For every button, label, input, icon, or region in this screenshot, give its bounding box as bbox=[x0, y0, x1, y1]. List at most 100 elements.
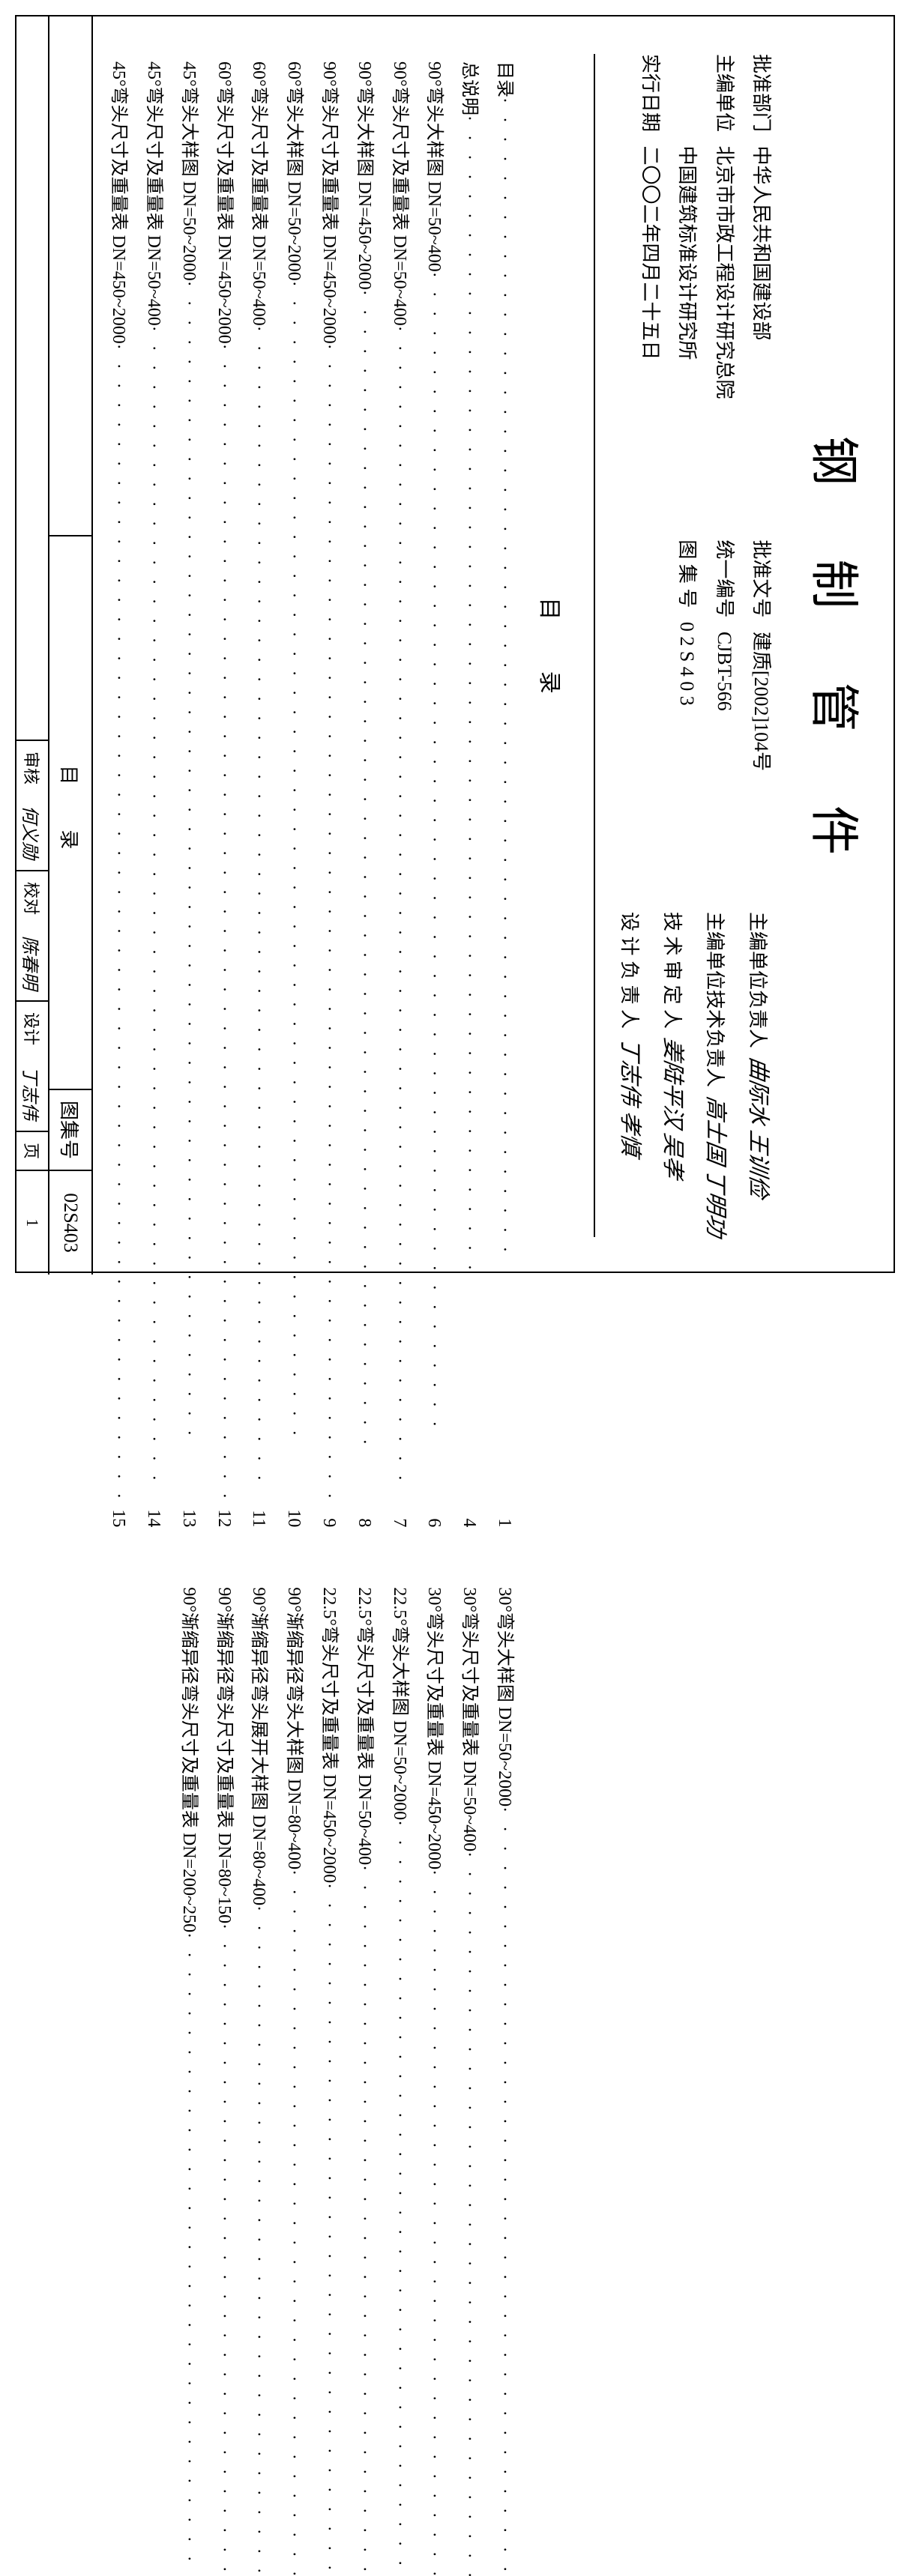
toc-entry-label: 90°渐缩异径弯头展开大样图 DN=80~400 bbox=[241, 1587, 277, 1905]
atlas-no-label: 图 集 号 bbox=[669, 539, 705, 608]
toc-entry-label: 45°弯头尺寸及重量表 DN=50~400 bbox=[136, 61, 171, 326]
toc-entry-label: 22.5°弯头大样图 DN=50~2000 bbox=[382, 1587, 417, 1820]
toc-entry-label: 45°弯头尺寸及重量表 DN=450~2000 bbox=[100, 61, 136, 344]
chief-org-leader-label: 主编单位负责人 bbox=[739, 912, 776, 1048]
toc-leader-dots: · · · · · · · · · · · · · · · · · · · · … bbox=[136, 326, 171, 1504]
toc-entry-page: 15 bbox=[100, 1503, 136, 1527]
approval-no-value: 建质[2002]104号 bbox=[743, 632, 780, 771]
toc-entry-label: 60°弯头尺寸及重量表 DN=450~2000 bbox=[206, 61, 241, 344]
main-org-label: 主编单位 bbox=[705, 54, 742, 132]
toc-line: 60°弯头尺寸及重量表 DN=450~2000· · · · · · · · ·… bbox=[206, 61, 241, 1527]
toc-line: 60°弯头尺寸及重量表 DN=50~400· · · · · · · · · ·… bbox=[241, 61, 277, 1527]
toc-entry-label: 总说明 bbox=[451, 61, 486, 115]
toc-entry-page: 6 bbox=[417, 1512, 452, 1527]
toc-leader-dots: · · · · · · · · · · · · · · · · · · · · … bbox=[486, 97, 522, 1512]
toc-leader-dots: · · · · · · · · · · · · · · · · · · · · … bbox=[346, 290, 382, 1513]
toc-leader-dots: · · · · · · · · · · · · · · · · · · · · … bbox=[206, 344, 241, 1504]
toc-entry-page: 12 bbox=[206, 1503, 241, 1527]
toc-leader-dots: · · · · · · · · · · · · · · · · · · · · … bbox=[206, 1923, 241, 2576]
toc-leader-dots: · · · · · · · · · · · · · · · · · · · · … bbox=[171, 1932, 206, 2576]
toc-entry-page: 9 bbox=[311, 1512, 346, 1527]
toc-leader-dots: · · · · · · · · · · · · · · · · · · · · … bbox=[276, 281, 311, 1504]
footer-shenhe-signature: 何义勋 bbox=[16, 795, 48, 870]
footer-row-2: 审核 何义勋 校对 陈春明 设计 丁志伟 页 1 bbox=[16, 16, 49, 1275]
header-divider bbox=[594, 54, 595, 1237]
toc-entry-label: 90°弯头尺寸及重量表 DN=50~400 bbox=[382, 61, 417, 326]
toc-entry-label: 60°弯头大样图 DN=50~2000 bbox=[276, 61, 311, 281]
toc-line: 目录· · · · · · · · · · · · · · · · · · · … bbox=[486, 61, 522, 1527]
toc-leader-dots: · · · · · · · · · · · · · · · · · · · · … bbox=[417, 272, 452, 1513]
unified-no-value: CJBT-566 bbox=[705, 632, 742, 711]
page-border: 钢 制 管 件 批准部门 中华人民共和国建设部 主编单位 北京市市政工程设计研究… bbox=[15, 15, 895, 1273]
toc-line: 22.5°弯头大样图 DN=50~2000· · · · · · · · · ·… bbox=[382, 1587, 417, 2576]
toc-line: 90°弯头大样图 DN=450~2000· · · · · · · · · · … bbox=[346, 61, 382, 1527]
footer-shenhe-label: 审核 bbox=[16, 740, 48, 795]
unified-no-label: 统一编号 bbox=[705, 539, 742, 617]
approve-dept-value: 中华人民共和国建设部 bbox=[743, 146, 780, 341]
toc-entry-label: 目录 bbox=[486, 61, 522, 97]
toc-entry-label: 22.5°弯头尺寸及重量表 DN=50~400 bbox=[346, 1587, 382, 1865]
tech-reviewer-signature: 姜陆平汉 吴孝 bbox=[651, 1035, 694, 1182]
toc-entry-page: 14 bbox=[136, 1503, 171, 1527]
toc-leader-dots: · · · · · · · · · · · · · · · · · · · · … bbox=[451, 115, 486, 1512]
toc-leader-dots: · · · · · · · · · · · · · · · · · · · · … bbox=[311, 344, 346, 1513]
main-org-value-1: 北京市市政工程设计研究总院 bbox=[705, 146, 742, 399]
toc-line: 90°渐缩异径弯头展开大样图 DN=80~400· · · · · · · · … bbox=[241, 1587, 277, 2576]
toc-line: 45°弯头尺寸及重量表 DN=50~400· · · · · · · · · ·… bbox=[136, 61, 171, 1527]
toc-entry-label: 45°弯头大样图 DN=50~2000 bbox=[171, 61, 206, 281]
header-block: 钢 制 管 件 批准部门 中华人民共和国建设部 主编单位 北京市市政工程设计研究… bbox=[586, 16, 897, 1275]
toc-line: 30°弯头大样图 DN=50~2000· · · · · · · · · · ·… bbox=[486, 1587, 522, 2576]
footer-spacer-2 bbox=[16, 16, 48, 740]
tech-reviewer-label: 技 术 审 定 人 bbox=[654, 912, 690, 1029]
document-title: 钢 制 管 件 bbox=[802, 54, 874, 1237]
footer-row-1: 目录 图集号 02S403 bbox=[49, 16, 91, 1275]
toc-line: 45°弯头尺寸及重量表 DN=450~2000· · · · · · · · ·… bbox=[100, 61, 136, 1527]
toc-line: 90°弯头尺寸及重量表 DN=50~400· · · · · · · · · ·… bbox=[382, 61, 417, 1527]
toc-entry-label: 30°弯头尺寸及重量表 DN=50~400 bbox=[451, 1587, 486, 1851]
toc-line: 90°渐缩异径弯头尺寸及重量表 DN=200~250· · · · · · · … bbox=[171, 1587, 206, 2576]
toc-column-left: 目录· · · · · · · · · · · · · · · · · · · … bbox=[100, 61, 522, 1527]
toc-entry-page: 8 bbox=[346, 1512, 382, 1527]
toc-entry-page: 13 bbox=[171, 1503, 206, 1527]
toc-columns: 目录· · · · · · · · · · · · · · · · · · · … bbox=[100, 61, 522, 1230]
toc-entry-page: 4 bbox=[451, 1512, 486, 1527]
toc-leader-dots: · · · · · · · · · · · · · · · · · · · · … bbox=[311, 1883, 346, 2576]
toc-leader-dots: · · · · · · · · · · · · · · · · · · · · … bbox=[171, 281, 206, 1504]
main-org-value-2: 中国建筑标准设计研究所 bbox=[669, 146, 705, 360]
toc-entry-label: 60°弯头尺寸及重量表 DN=50~400 bbox=[241, 61, 277, 326]
toc-line: 30°弯头尺寸及重量表 DN=50~400· · · · · · · · · ·… bbox=[451, 1587, 486, 2576]
toc-leader-dots: · · · · · · · · · · · · · · · · · · · · … bbox=[417, 1869, 452, 2576]
footer-mulu: 目录 bbox=[49, 535, 91, 1089]
toc-entry-page: 1 bbox=[486, 1512, 522, 1527]
toc-leader-dots: · · · · · · · · · · · · · · · · · · · · … bbox=[382, 1820, 417, 2576]
effective-date-label: 实行日期 bbox=[631, 54, 668, 132]
design-leader-signature: 丁志伟 孝慎 bbox=[609, 1035, 651, 1159]
toc-line: 90°弯头尺寸及重量表 DN=450~2000· · · · · · · · ·… bbox=[311, 61, 346, 1527]
toc-entry-label: 90°渐缩异径弯头尺寸及重量表 DN=200~250 bbox=[171, 1587, 206, 1932]
footer-jiaodui-signature: 陈春明 bbox=[16, 925, 48, 1000]
toc-leader-dots: · · · · · · · · · · · · · · · · · · · · … bbox=[451, 1851, 486, 2576]
toc-leader-dots: · · · · · · · · · · · · · · · · · · · · … bbox=[486, 1806, 522, 2576]
toc-line: 45°弯头大样图 DN=50~2000· · · · · · · · · · ·… bbox=[171, 61, 206, 1527]
meta-col-right: 主编单位负责人 曲际水 王训俭 主编单位技术负责人 高士国 丁明功 技 术 审 … bbox=[609, 912, 780, 1237]
footer-sheji-signature: 丁志伟 bbox=[16, 1056, 48, 1131]
toc-column-right: 30°弯头大样图 DN=50~2000· · · · · · · · · · ·… bbox=[100, 1587, 522, 2576]
toc-leader-dots: · · · · · · · · · · · · · · · · · · · · … bbox=[100, 344, 136, 1504]
toc-leader-dots: · · · · · · · · · · · · · · · · · · · · … bbox=[241, 326, 277, 1504]
footer-atlas-label: 图集号 bbox=[49, 1089, 91, 1170]
landscape-canvas: 钢 制 管 件 批准部门 中华人民共和国建设部 主编单位 北京市市政工程设计研究… bbox=[16, 16, 897, 1275]
toc-title: 目 录 bbox=[535, 61, 568, 1230]
toc-line: 30°弯头尺寸及重量表 DN=450~2000· · · · · · · · ·… bbox=[417, 1587, 452, 2576]
approval-no-label: 批准文号 bbox=[743, 539, 780, 617]
toc-leader-dots: · · · · · · · · · · · · · · · · · · · · … bbox=[241, 1905, 277, 2576]
toc-line: 60°弯头大样图 DN=50~2000· · · · · · · · · · ·… bbox=[276, 61, 311, 1527]
toc-leader-dots: · · · · · · · · · · · · · · · · · · · · … bbox=[382, 326, 417, 1513]
toc-block: 目 录 目录· · · · · · · · · · · · · · · · · … bbox=[100, 16, 586, 1275]
footer-strip: 目录 图集号 02S403 审核 何义勋 校对 陈春明 设计 丁志伟 页 1 bbox=[16, 16, 93, 1275]
effective-date-value: 二〇〇二年四月二十五日 bbox=[631, 146, 668, 360]
toc-entry-page: 7 bbox=[382, 1512, 417, 1527]
toc-entry-label: 90°弯头尺寸及重量表 DN=450~2000 bbox=[311, 61, 346, 344]
meta-col-mid: 批准文号 建质[2002]104号 统一编号 CJBT-566 图 集 号 0 … bbox=[609, 539, 780, 771]
design-leader-label: 设 计 负 责 人 bbox=[611, 912, 648, 1029]
toc-line: 22.5°弯头尺寸及重量表 DN=450~2000· · · · · · · ·… bbox=[311, 1587, 346, 2576]
